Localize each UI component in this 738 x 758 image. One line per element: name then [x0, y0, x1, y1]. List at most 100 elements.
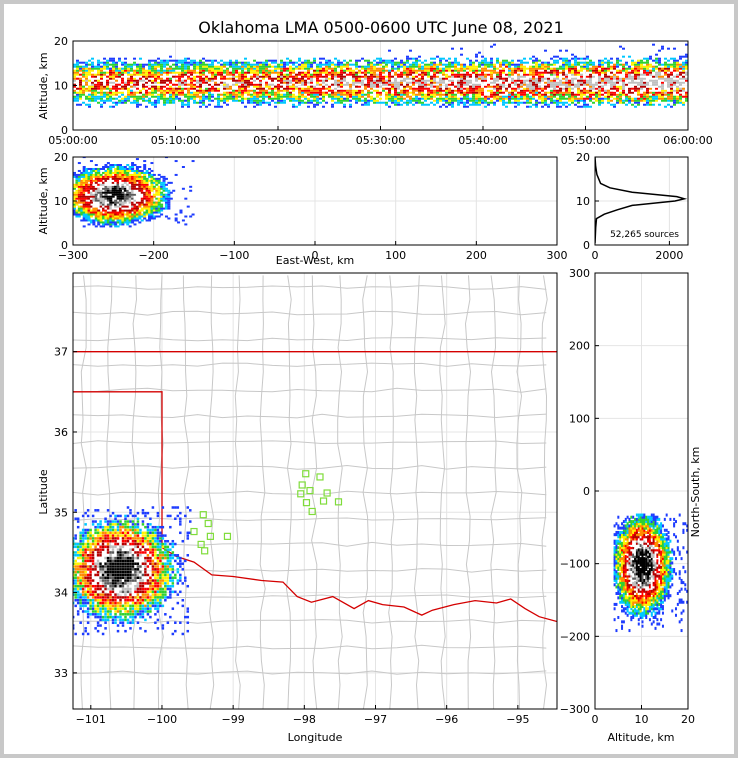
altitude-time-cell — [220, 85, 223, 88]
altitude-time-cell — [451, 95, 454, 98]
altitude-time-cell — [325, 73, 328, 76]
altitude-time-cell — [169, 85, 172, 88]
eastwest-cell — [160, 187, 164, 190]
eastwest-cell — [111, 191, 115, 194]
altitude-time-cell — [307, 83, 310, 86]
altitude-time-cell — [565, 101, 568, 104]
altitude-time-cell — [316, 85, 319, 88]
altitude-time-cell — [235, 99, 238, 102]
altitude-time-cell — [550, 71, 553, 74]
altitude-time-cell — [139, 67, 142, 70]
altitude-time-cell — [517, 59, 520, 62]
altitude-time-cell — [172, 69, 175, 72]
eastwest-cell — [118, 213, 122, 216]
storm-density-cell — [79, 604, 82, 608]
altitude-time-cell — [589, 95, 592, 98]
altitude-time-cell — [652, 73, 655, 76]
altitude-time-cell — [448, 99, 451, 102]
altitude-time-cell — [88, 105, 91, 108]
altitude-time-cell — [148, 91, 151, 94]
altitude-time-cell — [526, 105, 529, 108]
altitude-time-cell — [457, 71, 460, 74]
altitude-time-cell — [634, 99, 637, 102]
eastwest-cell — [75, 183, 79, 186]
altitude-time-cell — [592, 65, 595, 68]
altitude-time-cell — [565, 63, 568, 66]
altitude-time-cell — [664, 77, 667, 80]
eastwest-cell — [157, 203, 161, 206]
altitude-time-cell — [583, 65, 586, 68]
eastwest-cell — [104, 197, 108, 200]
altitude-time-cell — [361, 95, 364, 98]
altitude-time-cell — [529, 81, 532, 84]
eastwest-cell — [87, 175, 91, 178]
altitude-time-cell — [583, 63, 586, 66]
eastwest-cell — [138, 213, 142, 216]
altitude-time-cell — [256, 67, 259, 70]
altitude-time-cell — [151, 93, 154, 96]
altitude-time-cell — [235, 71, 238, 74]
altitude-time-cell — [520, 65, 523, 68]
altitude-time-cell — [184, 69, 187, 72]
eastwest-cell — [162, 175, 166, 178]
altitude-time-cell — [625, 75, 628, 78]
storm-density-cell — [74, 534, 77, 537]
eastwest-cell — [89, 160, 93, 163]
altitude-time-cell — [316, 93, 319, 96]
altitude-time-cell — [475, 89, 478, 92]
altitude-time-cell — [187, 67, 190, 70]
eastwest-cell — [184, 197, 188, 200]
altitude-time-cell — [331, 79, 334, 82]
altitude-time-cell — [415, 93, 418, 96]
altitude-time-cell — [436, 69, 439, 72]
altitude-time-cell — [319, 65, 322, 68]
altitude-time-cell — [412, 71, 415, 74]
altitude-time-cell — [154, 95, 157, 98]
eastwest-cell — [133, 205, 137, 208]
eastwest-cell — [135, 203, 139, 206]
altitude-time-cell — [367, 75, 370, 78]
eastwest-cell — [160, 209, 164, 212]
altitude-time-cell — [130, 93, 133, 96]
altitude-time-cell — [565, 73, 568, 76]
storm-density-cell — [74, 517, 77, 520]
altitude-time-cell — [550, 63, 553, 66]
altitude-time-cell — [583, 57, 586, 60]
altitude-time-cell — [610, 85, 613, 88]
eastwest-cell — [118, 219, 122, 222]
altitude-time-cell — [247, 97, 250, 100]
county-boundary — [541, 275, 548, 709]
altitude-time-cell — [226, 85, 229, 88]
altitude-time-cell — [496, 73, 499, 76]
altitude-time-cell — [589, 59, 592, 62]
altitude-time-cell — [193, 79, 196, 82]
altitude-time-cell — [661, 75, 664, 78]
altitude-time-cell — [187, 63, 190, 66]
altitude-time-cell — [646, 63, 649, 66]
eastwest-cell — [82, 171, 86, 174]
altitude-time-cell — [502, 87, 505, 90]
eastwest-cell — [109, 219, 113, 222]
altitude-time-cell — [667, 103, 670, 106]
altitude-time-cell — [664, 57, 667, 60]
eastwest-cell — [160, 197, 164, 200]
altitude-time-cell — [400, 83, 403, 86]
altitude-time-cell — [196, 85, 199, 88]
altitude-time-cell — [409, 69, 412, 72]
altitude-time-cell — [397, 67, 400, 70]
altitude-time-cell — [163, 89, 166, 92]
altitude-time-cell — [217, 65, 220, 68]
altitude-time-cell — [256, 85, 259, 88]
altitude-time-cell — [568, 91, 571, 94]
eastwest-cell — [167, 191, 171, 194]
altitude-time-cell — [235, 61, 238, 64]
altitude-time-cell — [268, 77, 271, 80]
altitude-time-cell — [388, 83, 391, 86]
altitude-time-cell — [505, 87, 508, 90]
eastwest-cell — [114, 199, 118, 202]
altitude-time-cell — [256, 91, 259, 94]
altitude-time-cell — [451, 103, 454, 106]
altitude-time-cell — [202, 97, 205, 100]
eastwest-cell — [87, 167, 91, 170]
altitude-time-cell — [625, 61, 628, 64]
